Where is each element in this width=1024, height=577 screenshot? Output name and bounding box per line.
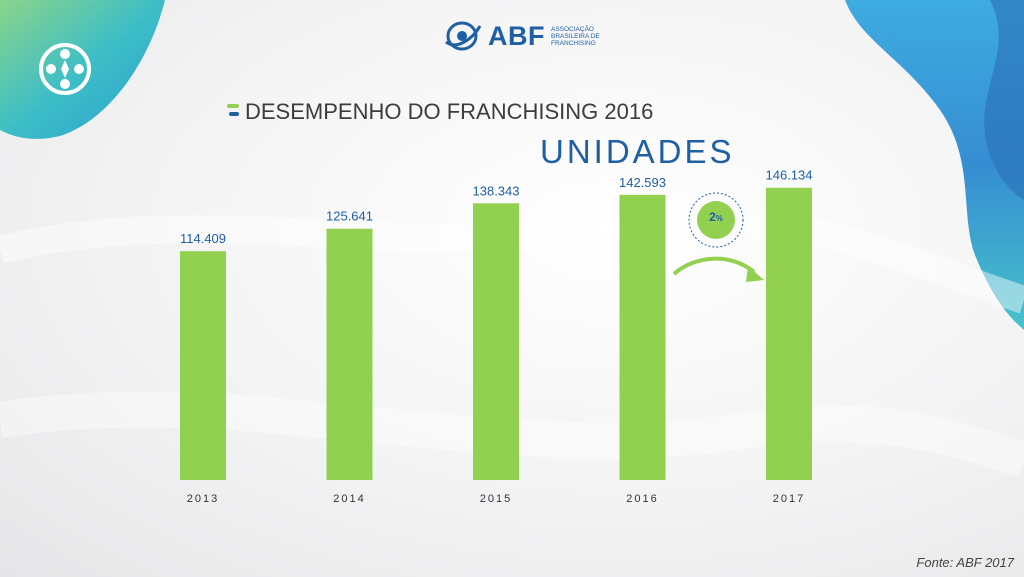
value-label-2015: 138.343 [473, 183, 520, 198]
top-right-shape [845, 0, 1024, 330]
abf-logo: ABF ASSOCIAÇÃO BRASILEIRA DE FRANCHISING [442, 20, 615, 52]
value-label-2017: 146.134 [766, 168, 813, 183]
subtitle: DESEMPENHO DO FRANCHISING 2016 [245, 99, 654, 124]
x-tick-label-2017: 2017 [773, 493, 805, 505]
source-note: Fonte: ABF 2017 [916, 555, 1014, 570]
bar-2017 [766, 187, 812, 480]
bar-2015 [473, 203, 519, 480]
x-tick-label-2013: 2013 [187, 493, 219, 505]
people-circle-icon [34, 38, 96, 105]
x-tick-label-2014: 2014 [333, 493, 365, 505]
value-label-2014: 125.641 [326, 209, 373, 224]
brand-name: ABF [488, 20, 545, 51]
growth-badge: 2% [686, 190, 746, 250]
bar-2016 [619, 194, 666, 480]
x-tick-label-2016: 2016 [626, 493, 658, 505]
growth-arrow-icon [672, 256, 764, 282]
background-wave [0, 207, 1024, 314]
brand-description: ASSOCIAÇÃO BRASILEIRA DE FRANCHISING [551, 25, 600, 47]
bar-2013 [180, 251, 226, 480]
globe-icon [445, 21, 482, 51]
growth-value: 2 [709, 210, 716, 224]
subtitle-marker-icon [227, 104, 239, 116]
value-label-2013: 114.409 [180, 231, 226, 246]
top-right-shape-dark [984, 0, 1024, 200]
x-tick-label-2015: 2015 [480, 493, 512, 505]
page-title: UNIDADES [540, 133, 735, 170]
bar-2014 [326, 228, 373, 480]
growth-unit: % [715, 214, 723, 223]
value-label-2016: 142.593 [619, 175, 666, 190]
